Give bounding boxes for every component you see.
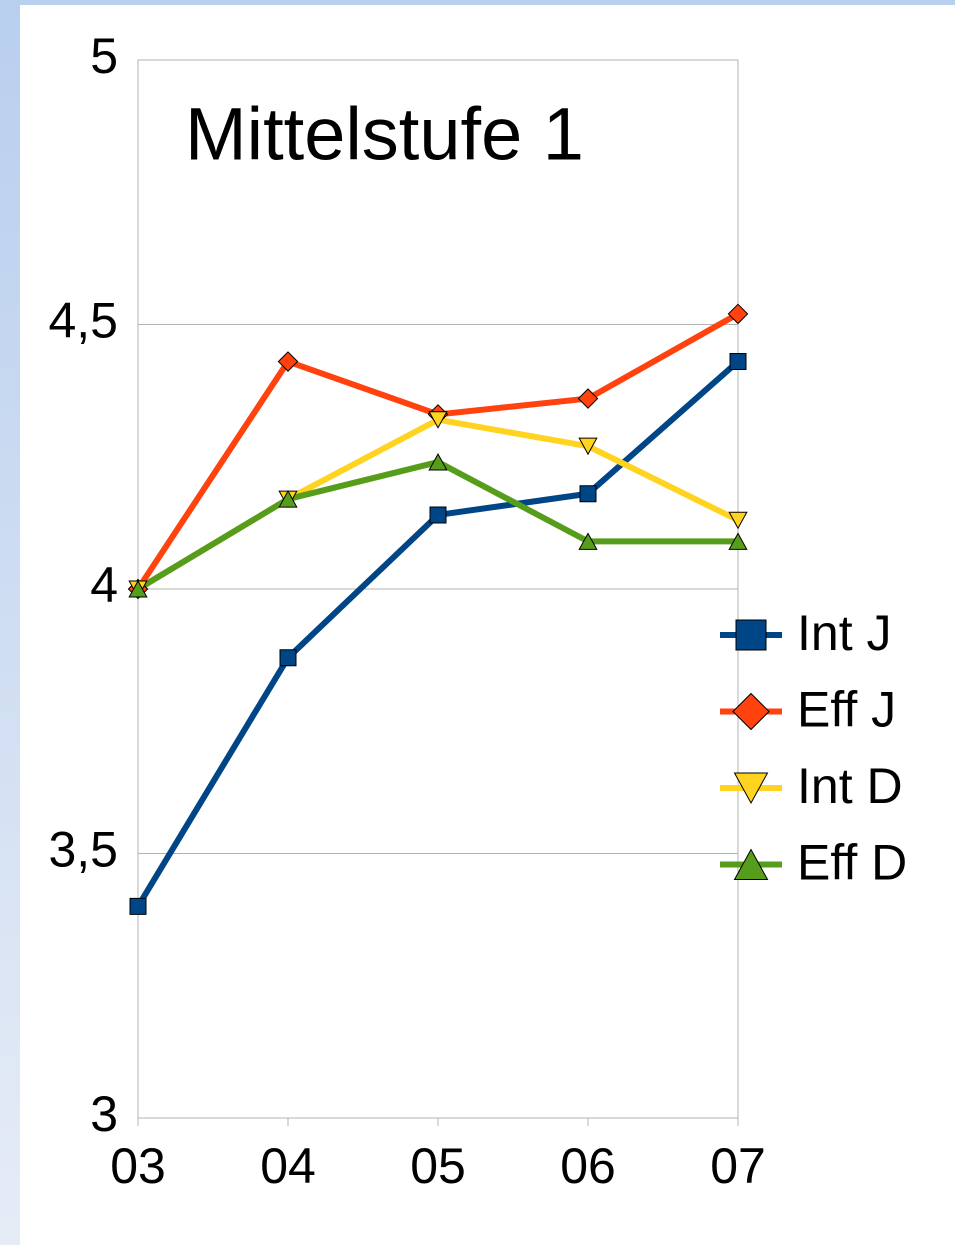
x-tick-label: 07 — [710, 1138, 766, 1194]
marker — [728, 532, 748, 550]
marker — [578, 532, 598, 550]
marker — [429, 506, 447, 524]
marker — [279, 649, 297, 667]
legend-label: Int D — [797, 758, 903, 814]
marker — [428, 453, 448, 471]
chart-title: Mittelstufe 1 — [185, 93, 584, 176]
marker — [728, 511, 748, 530]
marker — [578, 437, 598, 456]
series-line — [135, 311, 740, 591]
x-tick-label: 04 — [260, 1138, 316, 1194]
y-tick-label: 4 — [90, 557, 118, 613]
marker — [277, 351, 299, 372]
marker — [579, 485, 597, 503]
x-tick-label: 06 — [560, 1138, 616, 1194]
x-tick-label: 03 — [110, 1138, 166, 1194]
legend-marker — [733, 772, 769, 805]
marker — [278, 490, 298, 508]
legend-label: Int J — [797, 605, 891, 661]
slide-edge — [0, 0, 20, 1245]
y-tick-label: 4,5 — [48, 293, 118, 349]
series-line — [136, 459, 738, 592]
y-tick-label: 5 — [90, 28, 118, 84]
marker — [727, 303, 749, 325]
legend-label: Eff D — [797, 835, 907, 891]
legend-marker — [732, 692, 770, 731]
slide-edge — [0, 0, 955, 5]
series-line — [136, 416, 740, 592]
series-line — [135, 359, 740, 908]
y-tick-label: 3,5 — [48, 822, 118, 878]
legend-marker — [733, 848, 769, 880]
legend-label: Eff J — [797, 682, 896, 738]
x-tick-label: 05 — [410, 1138, 466, 1194]
y-tick-label: 3 — [90, 1086, 118, 1142]
marker — [129, 897, 147, 915]
marker — [729, 353, 747, 371]
marker — [577, 388, 599, 409]
marker — [428, 411, 448, 429]
marker — [128, 579, 148, 598]
legend-marker — [735, 619, 767, 651]
